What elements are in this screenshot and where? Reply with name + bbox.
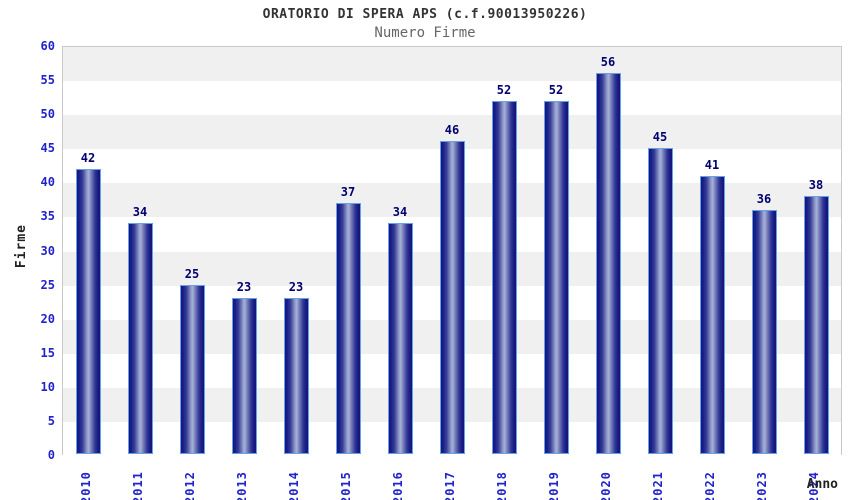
bar — [751, 209, 777, 454]
bar-value-label: 38 — [808, 177, 824, 192]
y-axis-tick-label: 55 — [40, 73, 55, 88]
bar-value-label: 56 — [600, 55, 616, 70]
x-axis-tick-label: 2020 — [599, 471, 613, 500]
y-axis-tick-label: 45 — [40, 141, 55, 156]
x-axis-tick-label: 2023 — [755, 471, 769, 500]
x-axis-tick-label: 2013 — [235, 471, 249, 500]
y-axis-tick-label: 60 — [40, 39, 55, 53]
bar-value-label: 52 — [548, 82, 564, 97]
bar — [803, 195, 829, 454]
bar — [179, 284, 205, 454]
y-axis-tick-label: 25 — [40, 277, 55, 292]
y-axis-tick-label: 20 — [40, 311, 55, 326]
y-axis-tick-label: 5 — [47, 413, 55, 428]
y-axis-tick-label: 35 — [40, 209, 55, 224]
grid-band — [63, 81, 841, 116]
y-axis-tick-label: 15 — [40, 345, 55, 360]
x-axis-tick-label: 2015 — [339, 471, 353, 500]
x-axis-tick-label: 2016 — [391, 471, 405, 500]
x-axis-tick-label: 2012 — [183, 471, 197, 500]
x-axis-tick-label: 2019 — [547, 471, 561, 500]
bar — [231, 298, 257, 454]
chart-title: ORATORIO DI SPERA APS (c.f.90013950226) — [262, 7, 588, 22]
bar — [647, 148, 673, 454]
x-axis-title: Anno — [806, 477, 838, 492]
bar — [543, 100, 569, 454]
y-axis-tick-label: 10 — [40, 379, 55, 394]
x-axis-tick-label: 2017 — [443, 471, 457, 500]
y-axis-tick-label: 30 — [40, 243, 55, 258]
bar — [283, 298, 309, 454]
x-axis-tick-label: 2010 — [79, 471, 93, 500]
x-axis-tick-label: 2014 — [287, 471, 301, 500]
bar-value-label: 37 — [340, 184, 356, 199]
x-axis-tick-label: 2022 — [703, 471, 717, 500]
grid-band — [63, 47, 841, 82]
bar-value-label: 23 — [236, 280, 252, 295]
bar-value-label: 23 — [288, 280, 304, 295]
x-axis-tick-label: 2021 — [651, 471, 665, 500]
x-axis-tick-label: 2011 — [131, 471, 145, 500]
bar — [75, 168, 101, 454]
bar — [387, 223, 413, 454]
bar-value-label: 52 — [496, 82, 512, 97]
bar-value-label: 42 — [80, 150, 96, 165]
bar — [439, 141, 465, 454]
bar — [335, 202, 361, 454]
bar — [491, 100, 517, 454]
bar-value-label: 46 — [444, 123, 460, 138]
bar-value-label: 45 — [652, 130, 668, 145]
bar-value-label: 34 — [132, 205, 148, 220]
bar — [127, 223, 153, 454]
bar — [595, 73, 621, 454]
chart-subtitle: Numero Firme — [374, 25, 476, 41]
y-axis-tick-label: 50 — [40, 107, 55, 122]
bar-value-label: 25 — [184, 266, 200, 281]
bar-value-label: 41 — [704, 157, 720, 172]
y-axis-title: Firme — [14, 224, 29, 269]
x-axis-tick-label: 2018 — [495, 471, 509, 500]
y-axis-tick-label: 0 — [47, 448, 55, 462]
bar-value-label: 36 — [756, 191, 772, 206]
y-axis-tick-label: 40 — [40, 175, 55, 190]
bar-value-label: 34 — [392, 205, 408, 220]
bar — [699, 175, 725, 454]
